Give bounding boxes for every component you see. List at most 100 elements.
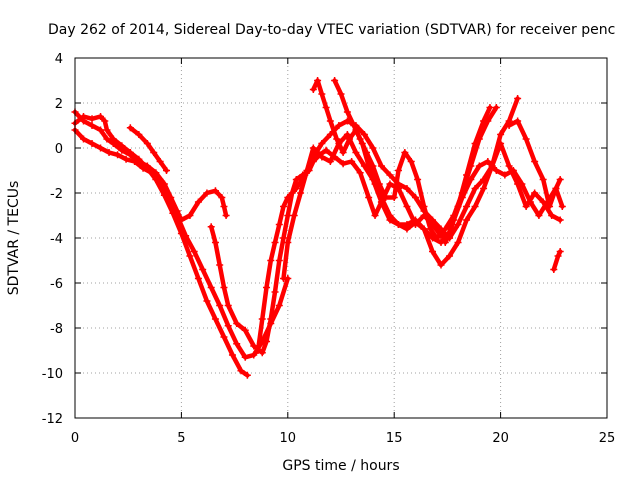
- data-point: [386, 212, 394, 219]
- data-point: [497, 131, 505, 138]
- data-point: [297, 189, 305, 197]
- data-point: [173, 212, 181, 219]
- data-point: [522, 135, 530, 143]
- data-point: [531, 158, 539, 165]
- data-point: [318, 153, 326, 161]
- data-point: [390, 194, 398, 201]
- data-point: [420, 225, 428, 233]
- data-point: [505, 122, 513, 129]
- data-point: [556, 248, 564, 255]
- x-tick-label: 0: [71, 431, 79, 446]
- data-point: [433, 234, 441, 242]
- x-tick-label: 15: [386, 431, 403, 446]
- data-point: [386, 180, 394, 188]
- data-point: [484, 117, 492, 125]
- data-point: [109, 135, 117, 143]
- data-point: [211, 239, 219, 246]
- data-point: [394, 221, 402, 228]
- data-point: [509, 167, 517, 174]
- data-point: [450, 216, 458, 224]
- data-point: [546, 203, 554, 210]
- data-point: [224, 302, 232, 309]
- data-point: [220, 284, 228, 291]
- data-point: [243, 371, 251, 379]
- data-point: [411, 194, 419, 201]
- data-point: [126, 149, 134, 156]
- data-point: [514, 117, 522, 125]
- data-point: [275, 257, 283, 264]
- data-point: [271, 239, 279, 246]
- data-point: [552, 185, 560, 192]
- data-point: [207, 284, 215, 291]
- data-point: [350, 122, 358, 129]
- x-tick-label: 10: [280, 431, 297, 446]
- data-point: [258, 315, 266, 323]
- data-point: [224, 322, 232, 330]
- data-point: [346, 135, 354, 143]
- data-point: [88, 140, 96, 147]
- data-point: [407, 158, 415, 165]
- data-point: [156, 176, 164, 183]
- data-point: [463, 203, 471, 210]
- data-point: [156, 158, 164, 165]
- data-point: [103, 126, 111, 134]
- data-point: [446, 252, 454, 260]
- series-line-arc-12: [551, 249, 563, 272]
- data-point: [497, 140, 505, 147]
- data-point: [375, 180, 383, 188]
- data-point: [207, 223, 215, 231]
- data-point: [403, 203, 411, 210]
- data-point: [80, 113, 88, 120]
- data-point: [267, 257, 275, 264]
- data-point: [131, 158, 139, 165]
- data-point: [211, 315, 219, 323]
- data-point: [454, 239, 462, 246]
- data-point: [216, 261, 224, 269]
- series-points-arc-3: [71, 126, 292, 361]
- data-point: [343, 131, 351, 138]
- data-point: [97, 126, 105, 134]
- data-point: [486, 104, 494, 111]
- data-point: [190, 248, 198, 255]
- series-points-arc-7: [280, 131, 564, 282]
- data-point: [218, 194, 226, 201]
- data-point: [454, 221, 462, 228]
- data-point: [241, 353, 249, 361]
- data-point: [333, 135, 341, 143]
- data-point: [356, 135, 364, 143]
- data-point: [526, 198, 534, 206]
- data-point: [556, 176, 564, 183]
- data-point: [492, 167, 500, 174]
- data-point: [135, 155, 143, 163]
- data-point: [414, 176, 422, 183]
- data-point: [280, 275, 288, 282]
- data-point: [135, 131, 143, 138]
- data-point: [194, 198, 202, 206]
- data-point: [463, 216, 471, 224]
- data-point: [314, 77, 322, 84]
- data-point: [263, 284, 271, 291]
- data-point: [348, 158, 356, 165]
- data-point: [303, 167, 311, 174]
- data-point: [263, 338, 271, 345]
- data-point: [382, 194, 390, 201]
- data-point: [467, 162, 475, 170]
- data-point: [326, 131, 334, 138]
- data-point: [337, 90, 345, 98]
- data-point: [339, 149, 347, 156]
- data-point: [199, 266, 207, 273]
- series-points-arc-2: [71, 113, 251, 379]
- data-point: [403, 185, 411, 192]
- y-tick-label: -6: [50, 277, 63, 292]
- y-tick-label: -4: [50, 232, 63, 247]
- data-point: [318, 90, 326, 98]
- data-point: [539, 176, 547, 183]
- data-point: [394, 167, 402, 174]
- data-point: [254, 347, 262, 354]
- data-point: [492, 104, 500, 111]
- data-point: [467, 176, 475, 183]
- data-point: [458, 194, 466, 201]
- data-point: [222, 212, 230, 219]
